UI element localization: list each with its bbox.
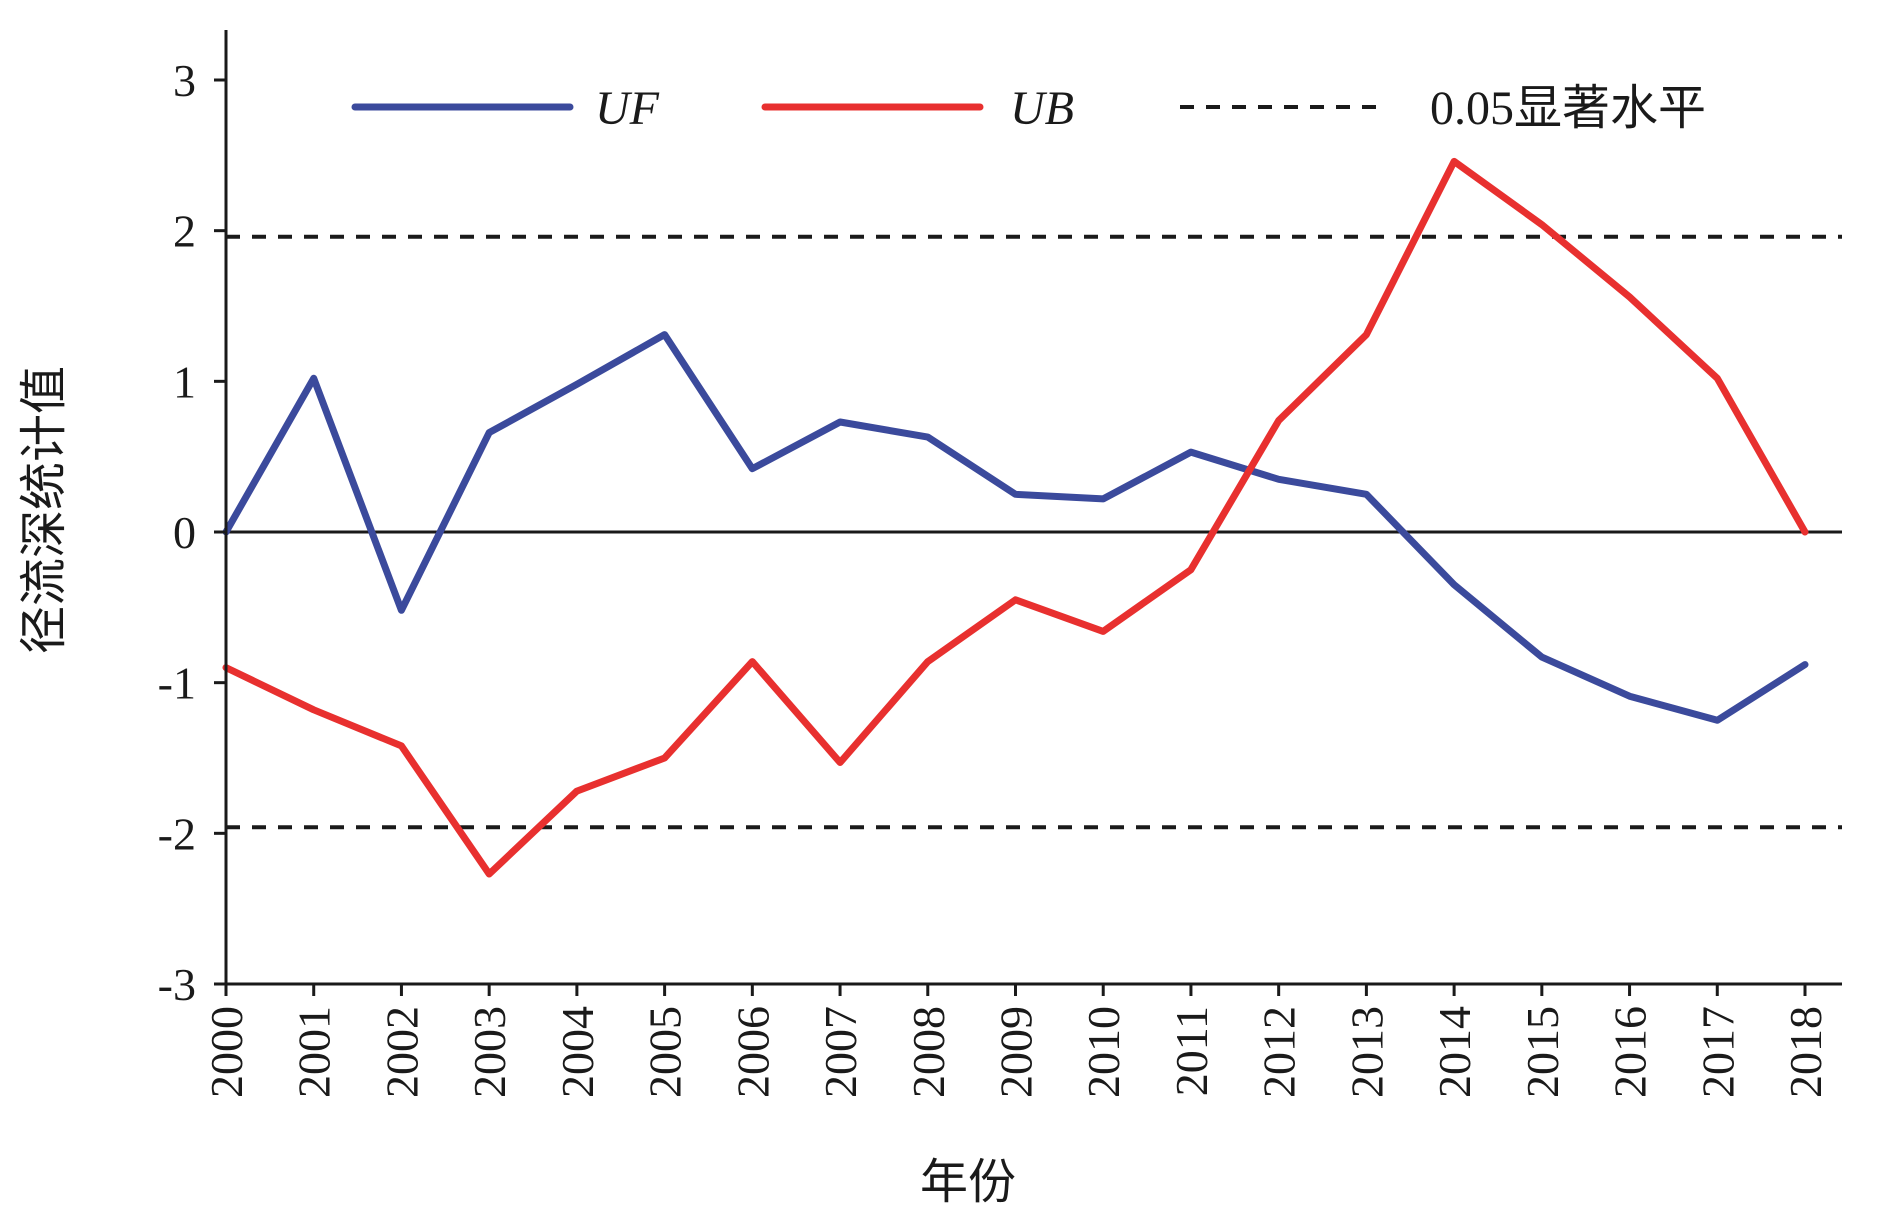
x-tick-label: 2010 bbox=[1078, 1006, 1129, 1098]
x-tick-label: 2003 bbox=[464, 1006, 515, 1098]
legend-sig-label: 0.05显著水平 bbox=[1430, 82, 1706, 135]
y-tick-label: 3 bbox=[173, 55, 196, 106]
x-tick-label: 2013 bbox=[1341, 1006, 1392, 1098]
series-group bbox=[222, 157, 1809, 878]
x-tick-label: 2006 bbox=[727, 1006, 778, 1098]
y-tick-label: -3 bbox=[158, 959, 196, 1010]
y-axis-title: 径流深统计值 bbox=[16, 366, 72, 654]
y-tick-label: 2 bbox=[173, 206, 196, 257]
x-tick-label: 2000 bbox=[201, 1006, 252, 1098]
x-ticks: 2000 2001 2002 2003 2004 2005 2006 2007 2008 2009… bbox=[201, 984, 1831, 1098]
x-tick-label: 2015 bbox=[1517, 1006, 1568, 1098]
x-tick-label: 2017 bbox=[1692, 1006, 1743, 1098]
y-ticks: -3 -2 -1 0 1 2 3 bbox=[158, 55, 226, 1010]
y-tick-label: -2 bbox=[158, 808, 196, 859]
legend-ub-label: UB bbox=[1010, 82, 1074, 135]
x-tick-label: 2011 bbox=[1166, 1006, 1217, 1096]
x-tick-label: 2004 bbox=[552, 1006, 603, 1098]
legend-uf-label: UF bbox=[595, 82, 660, 135]
x-tick-label: 2012 bbox=[1254, 1006, 1305, 1098]
y-tick-label: -1 bbox=[158, 658, 196, 709]
legend: UF UB 0.05显著水平 bbox=[351, 82, 1706, 135]
x-tick-label: 2014 bbox=[1429, 1006, 1480, 1098]
x-tick-label: 2016 bbox=[1605, 1006, 1656, 1098]
x-tick-label: 2005 bbox=[640, 1006, 691, 1098]
series-line-uf bbox=[222, 331, 1809, 724]
x-tick-label: 2018 bbox=[1780, 1006, 1831, 1098]
axes bbox=[224, 30, 1842, 986]
y-tick-label: 1 bbox=[173, 356, 196, 407]
x-tick-label: 2008 bbox=[903, 1006, 954, 1098]
y-tick-label: 0 bbox=[173, 507, 196, 558]
x-tick-label: 2007 bbox=[815, 1006, 866, 1098]
series-line-ub bbox=[222, 157, 1809, 878]
significance-lines bbox=[226, 234, 1842, 830]
x-axis-title: 年份 bbox=[920, 1154, 1016, 1210]
x-tick-label: 2009 bbox=[991, 1006, 1042, 1098]
x-tick-label: 2002 bbox=[376, 1006, 427, 1098]
x-tick-label: 2001 bbox=[289, 1006, 340, 1098]
